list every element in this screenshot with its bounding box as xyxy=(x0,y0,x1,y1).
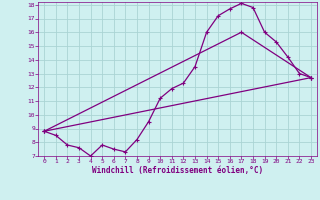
X-axis label: Windchill (Refroidissement éolien,°C): Windchill (Refroidissement éolien,°C) xyxy=(92,166,263,175)
